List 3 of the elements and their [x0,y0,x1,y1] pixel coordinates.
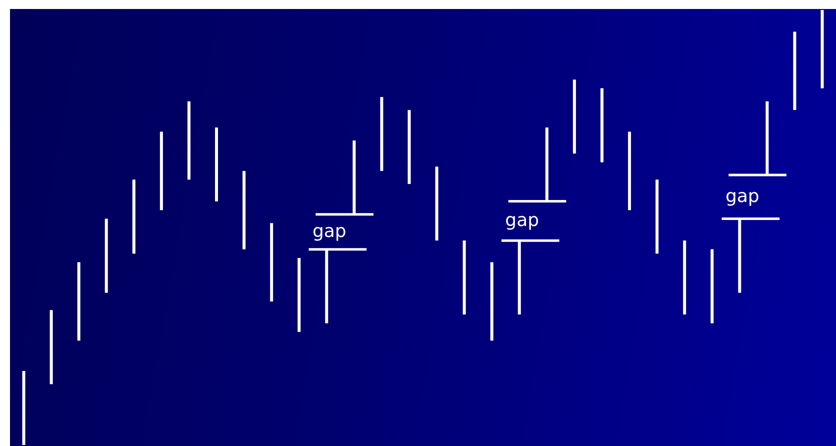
annotation: gap [505,210,540,231]
annotation: gap [725,186,760,207]
annotation: gap [312,220,346,242]
